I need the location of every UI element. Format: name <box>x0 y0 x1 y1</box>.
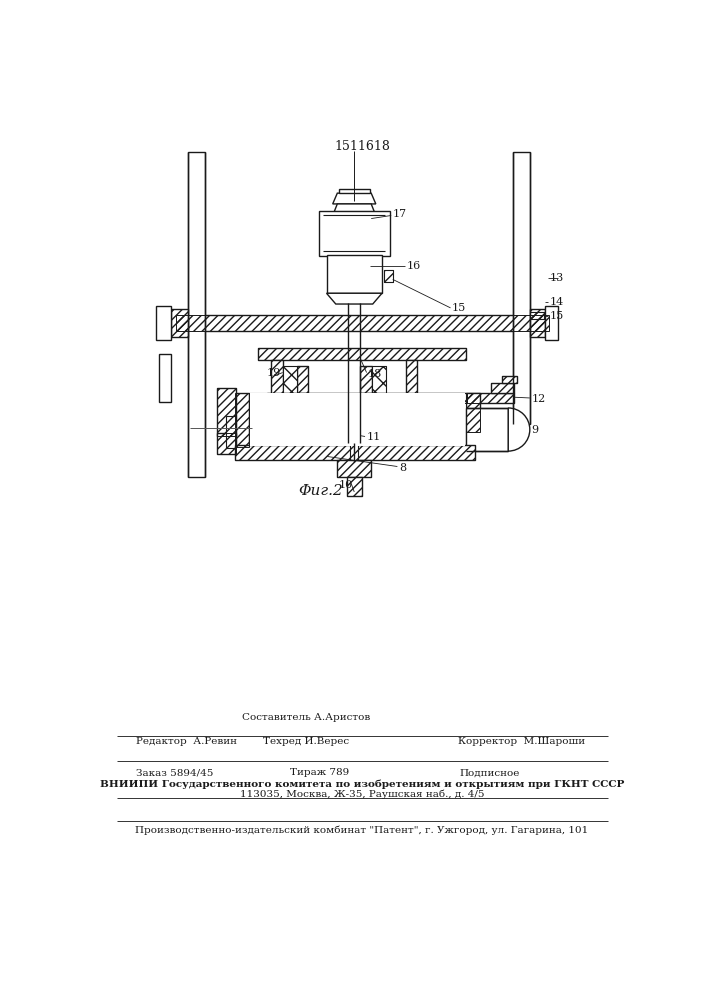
Bar <box>235 393 249 447</box>
Bar <box>513 152 530 424</box>
Bar <box>250 393 465 446</box>
Bar <box>217 433 235 454</box>
Bar <box>346 477 362 496</box>
Bar <box>337 460 371 477</box>
Text: Тираж 789: Тираж 789 <box>291 768 349 777</box>
Text: Корректор  М.Шароши: Корректор М.Шароши <box>457 737 585 746</box>
Text: 113035, Москва, Ж-35, Раушская наб., д. 4/5: 113035, Москва, Ж-35, Раушская наб., д. … <box>240 789 484 799</box>
Text: 10: 10 <box>339 480 353 490</box>
Bar <box>296 366 308 393</box>
Bar <box>217 388 235 436</box>
Text: 9: 9 <box>532 425 539 435</box>
Bar <box>217 433 235 454</box>
Bar <box>258 348 466 360</box>
Bar <box>337 460 371 477</box>
Bar <box>271 360 283 399</box>
Bar <box>327 255 382 293</box>
Bar <box>342 432 366 440</box>
Text: Φиг.2: Φиг.2 <box>299 484 344 498</box>
Bar <box>361 366 372 393</box>
Text: Редактор  А.Ревин: Редактор А.Ревин <box>136 737 238 746</box>
Text: 18: 18 <box>368 369 382 379</box>
Bar <box>530 309 545 337</box>
Bar <box>156 306 171 340</box>
Bar <box>271 360 283 399</box>
Polygon shape <box>327 293 382 304</box>
Text: 12: 12 <box>532 394 546 404</box>
Text: 8: 8 <box>399 463 406 473</box>
Bar <box>235 445 475 460</box>
Bar <box>176 315 549 331</box>
Text: 17: 17 <box>393 209 407 219</box>
Bar <box>383 270 393 282</box>
Bar <box>267 393 467 403</box>
Text: 14: 14 <box>550 297 564 307</box>
Text: Подписное: Подписное <box>460 768 520 777</box>
Bar <box>530 309 545 337</box>
Text: 15: 15 <box>452 303 467 313</box>
Bar <box>502 376 518 383</box>
Bar <box>491 383 514 393</box>
Bar <box>466 408 508 451</box>
Text: 1511618: 1511618 <box>334 140 390 153</box>
Bar <box>372 366 386 393</box>
Polygon shape <box>333 193 376 204</box>
Bar <box>361 366 372 393</box>
Bar <box>467 393 514 403</box>
Bar <box>226 416 235 448</box>
Bar <box>545 306 558 340</box>
Bar <box>383 270 393 282</box>
Text: Составитель А.Аристов: Составитель А.Аристов <box>242 713 370 722</box>
Bar <box>319 211 390 256</box>
Text: 15: 15 <box>550 311 564 321</box>
Bar <box>217 388 235 436</box>
Bar <box>466 393 480 432</box>
Text: 13: 13 <box>550 273 564 283</box>
Bar <box>235 445 475 460</box>
Bar <box>176 315 549 331</box>
Bar <box>171 309 188 337</box>
Bar <box>235 393 249 447</box>
Text: ВНИИПИ Государственного комитета по изобретениям и открытиям при ГКНТ СССР: ВНИИПИ Государственного комитета по изоб… <box>100 779 624 789</box>
Bar <box>491 383 514 393</box>
Text: Техред И.Верес: Техред И.Верес <box>263 737 349 746</box>
Bar <box>339 189 370 193</box>
Bar <box>372 366 386 393</box>
Bar <box>406 360 417 399</box>
Bar <box>346 477 362 496</box>
Bar <box>502 376 518 383</box>
Bar <box>296 366 308 393</box>
Wedge shape <box>508 408 530 451</box>
Text: 11: 11 <box>366 432 381 442</box>
Polygon shape <box>334 204 374 212</box>
Bar <box>530 312 544 319</box>
Bar <box>267 393 467 403</box>
Bar <box>171 309 188 337</box>
Bar <box>158 354 171 402</box>
Bar <box>351 437 358 460</box>
Bar <box>258 348 466 360</box>
Bar <box>467 393 514 403</box>
Text: 16: 16 <box>407 261 421 271</box>
Bar <box>249 393 466 447</box>
Bar <box>283 366 296 393</box>
Bar <box>530 312 544 319</box>
Text: 19: 19 <box>267 368 281 378</box>
Bar <box>406 360 417 399</box>
Bar <box>466 393 480 432</box>
Bar <box>283 366 296 393</box>
Text: Производственно-издательский комбинат "Патент", г. Ужгород, ул. Гагарина, 101: Производственно-издательский комбинат "П… <box>135 825 588 835</box>
Bar <box>188 152 205 477</box>
Text: Заказ 5894/45: Заказ 5894/45 <box>136 768 214 777</box>
